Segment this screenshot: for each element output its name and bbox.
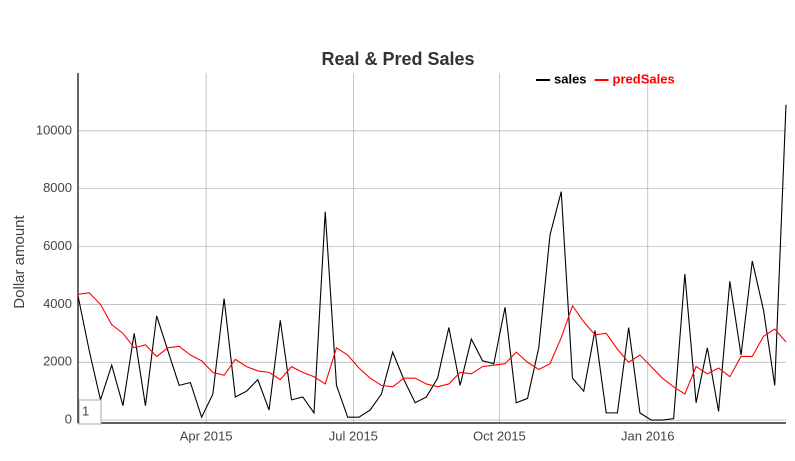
chart-title: Real & Pred Sales [321,49,474,69]
y-axis-label: Dollar amount [11,214,28,308]
x-tick-label: Jan 2016 [621,428,675,443]
series-line [77,292,787,395]
x-tick-label: Oct 2015 [473,428,526,443]
legend-label: sales [554,71,587,86]
y-tick-label: 0 [65,412,72,427]
y-tick-label: 8000 [43,180,72,195]
annotation: 1 [82,403,89,418]
y-tick-label: 6000 [43,238,72,253]
legend-label: predSales [613,71,675,86]
x-tick-label: Apr 2015 [180,428,233,443]
series-line [77,104,787,421]
y-tick-label: 10000 [36,122,72,137]
annotation-box [78,399,102,425]
y-tick-label: 4000 [43,296,72,311]
y-tick-label: 2000 [43,354,72,369]
x-tick-label: Jul 2015 [329,428,378,443]
